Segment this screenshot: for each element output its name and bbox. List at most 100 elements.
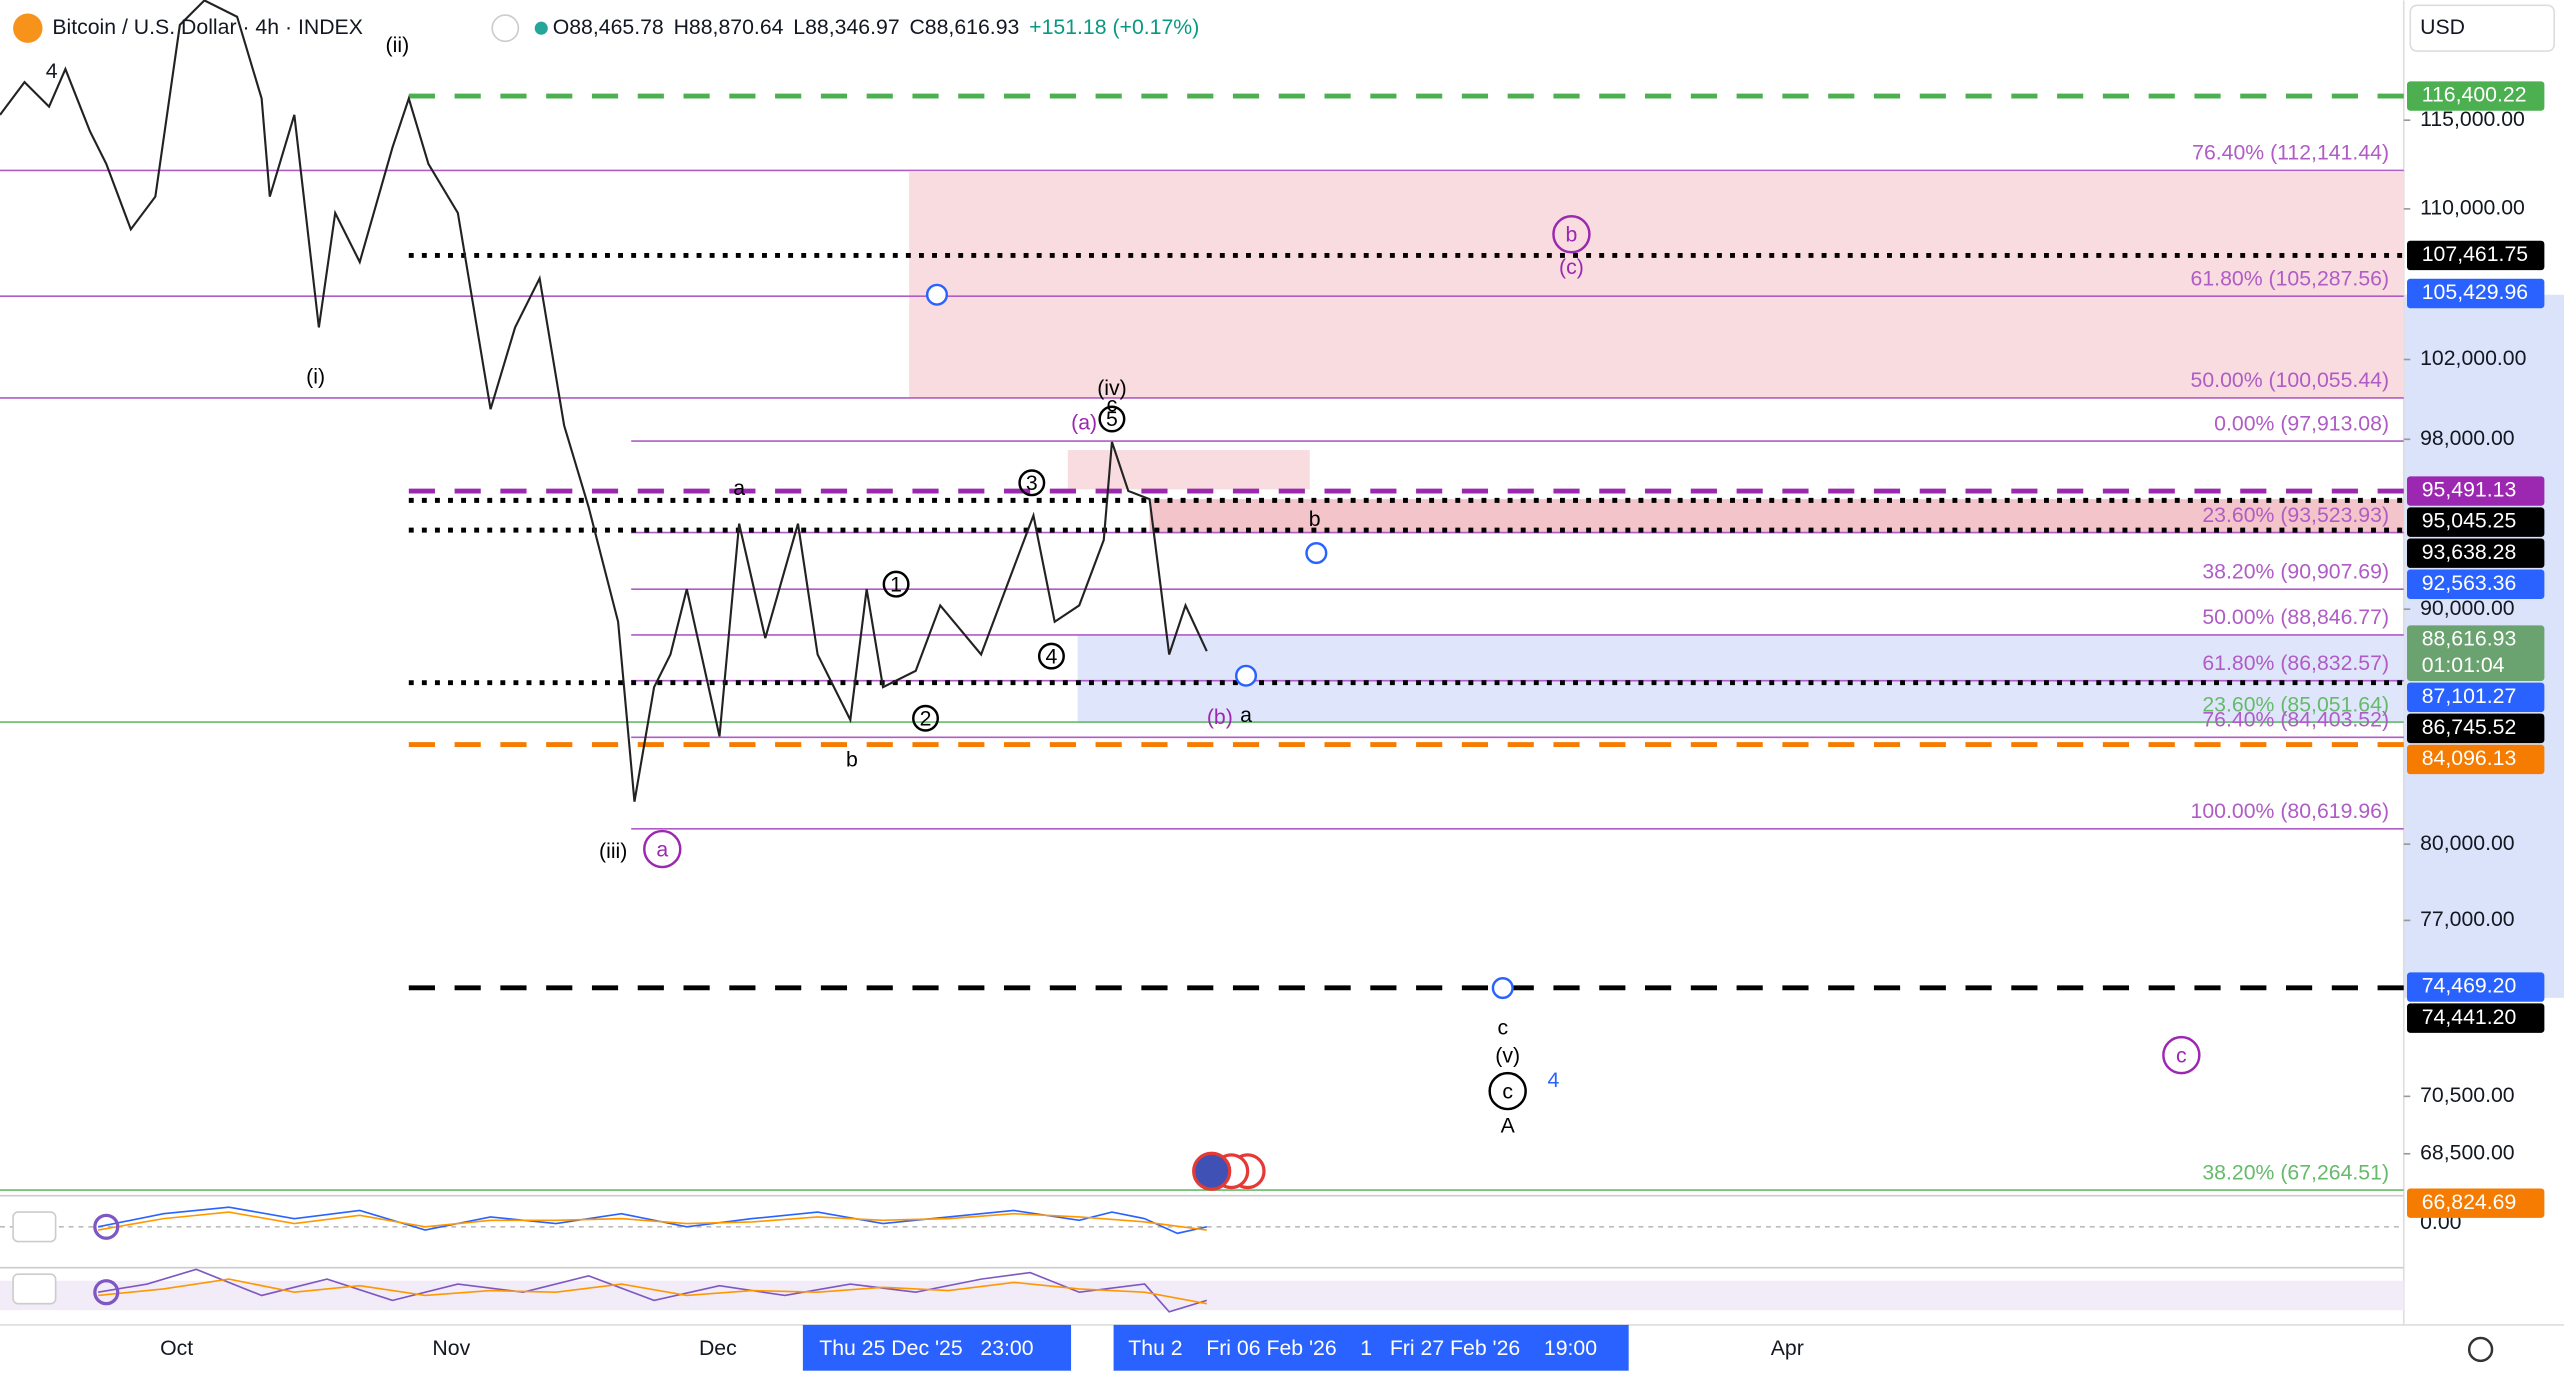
price-badge-label: 84,096.13 [2422,746,2517,770]
price-tick-label: 102,000.00 [2420,346,2526,370]
price-badge-label: 107,461.75 [2422,242,2528,266]
price-badge-label: 105,429.96 [2422,280,2528,304]
wave-label: a [656,837,668,861]
zone-pink [909,172,2404,398]
price-badge-label: 86,745.52 [2422,715,2517,739]
price-badge [2407,476,2545,506]
zone-pink-b [1149,499,2404,534]
wave-label: a [1240,703,1252,727]
price-badge [2407,569,2545,599]
ohlc-low: L88,346.97 [793,15,899,39]
btc-icon [13,13,43,43]
price-badge-label: 87,101.27 [2422,684,2517,708]
wave-label: b [846,747,858,771]
price-badge [2407,1188,2545,1218]
price-badge [2407,972,2545,1002]
wave-label: c [1107,393,1118,417]
price-badge-label: 74,441.20 [2422,1005,2517,1029]
time-highlight-2 [1113,1324,1629,1371]
levels [0,93,2404,1191]
wave-label: (iii) [599,839,627,863]
wave-circle [1488,1071,1527,1111]
wave-label: (ii) [386,33,410,57]
wave-label: b [1309,507,1321,531]
wave-label: 3 [1026,471,1038,495]
settings-icon[interactable] [2467,1336,2494,1363]
fib-label: 23.60% (85,051.64) [2202,692,2389,716]
price-tick-label: 90,000.00 [2420,596,2515,620]
fib-label: 76.40% (112,141.44) [2192,141,2389,165]
price-badge [2407,625,2545,681]
price-tick-label: 77,000.00 [2420,907,2515,931]
price-badge-label: 93,638.28 [2422,540,2517,564]
price-badge [2407,682,2545,713]
zone-blue [1077,634,2404,724]
wave-label: 2 [920,706,932,730]
wave-label: a [733,476,745,500]
wave-label: 5 [1106,407,1118,431]
fib-label: 0.00% (97,913.08) [2214,411,2389,435]
price-badge [2407,278,2545,309]
price-badge-label: 95,045.25 [2422,509,2517,533]
fib-label: 61.80% (86,832.57) [2202,651,2389,675]
ohlc-change: +151.18 (+0.17%) [1029,15,1199,39]
fib-label: 100.00% (80,619.96) [2191,799,2389,823]
wave-label: 1 [890,572,902,596]
wave-label: c [1502,1079,1513,1103]
time-highlight-1 [802,1324,1072,1371]
wave-label: b [1566,222,1578,246]
currency[interactable]: USD [2420,15,2465,39]
time-label: Nov [432,1336,470,1360]
wave-label: (b) [1207,705,1233,729]
price-line [0,0,1208,802]
market-dot [534,21,548,35]
wave-circle [1098,405,1126,433]
ohlc-high: H88,870.64 [674,15,784,39]
wave-circle [1552,215,1591,254]
wave-label: 4 [1548,1068,1560,1092]
currency-select[interactable] [2409,4,2556,52]
wave-circle [882,570,910,598]
price-badge [2407,744,2545,775]
wave-circle [912,704,940,732]
price-badge [2407,538,2545,568]
wave-circle [1018,469,1046,497]
wave-circle [2162,1035,2201,1075]
fib-label: 50.00% (100,055.44) [2191,368,2389,392]
wave-label: (iv) [1097,376,1127,400]
price-badge-label: 92,563.36 [2422,571,2517,595]
fib-label: 38.20% (90,907.69) [2202,559,2389,583]
time-label: Dec [699,1336,737,1360]
symbol: Bitcoin / U.S. Dollar · 4h · INDEX [52,15,363,39]
price-tick-label: 80,000.00 [2420,831,2515,855]
price-tick-label: 115,000.00 [2420,107,2525,131]
wave-label: (i) [306,365,325,389]
wave-label: A [1501,1114,1516,1138]
fib-label: 76.40% (84,403.52) [2202,708,2389,732]
price-badge [2407,1003,2545,1033]
oscillators [0,1194,2404,1313]
zone-pink-small [1067,450,1310,490]
price-badge-label: 95,491.13 [2422,478,2517,502]
labels: 76.40% (112,141.44)61.80% (105,287.56)50… [160,33,2545,1360]
price-badge [2407,81,2545,111]
time-label: Oct [160,1336,193,1360]
anchor-points [925,283,1514,1000]
countdown: 01:01:04 [2422,653,2505,677]
time-label: Apr [1771,1336,1804,1360]
price-badge-label: 116,400.22 [2422,83,2527,107]
wave-label: (c) [1559,255,1584,279]
fib-label: 38.20% (67,264.51) [2202,1160,2389,1184]
price-badge [2407,240,2545,271]
wave-circle [643,829,682,869]
price-badge-label: 66,824.69 [2422,1190,2517,1214]
price-badge [2407,507,2545,537]
price-badge [2407,713,2545,744]
eye-icon [491,14,520,43]
time-highlight-label: Thu 25 Dec '25 23:00 [819,1336,1033,1360]
indicator-count[interactable]: 4 [46,59,58,83]
event-flags [1192,1151,1266,1191]
price-tick-label: 98,000.00 [2420,426,2515,450]
